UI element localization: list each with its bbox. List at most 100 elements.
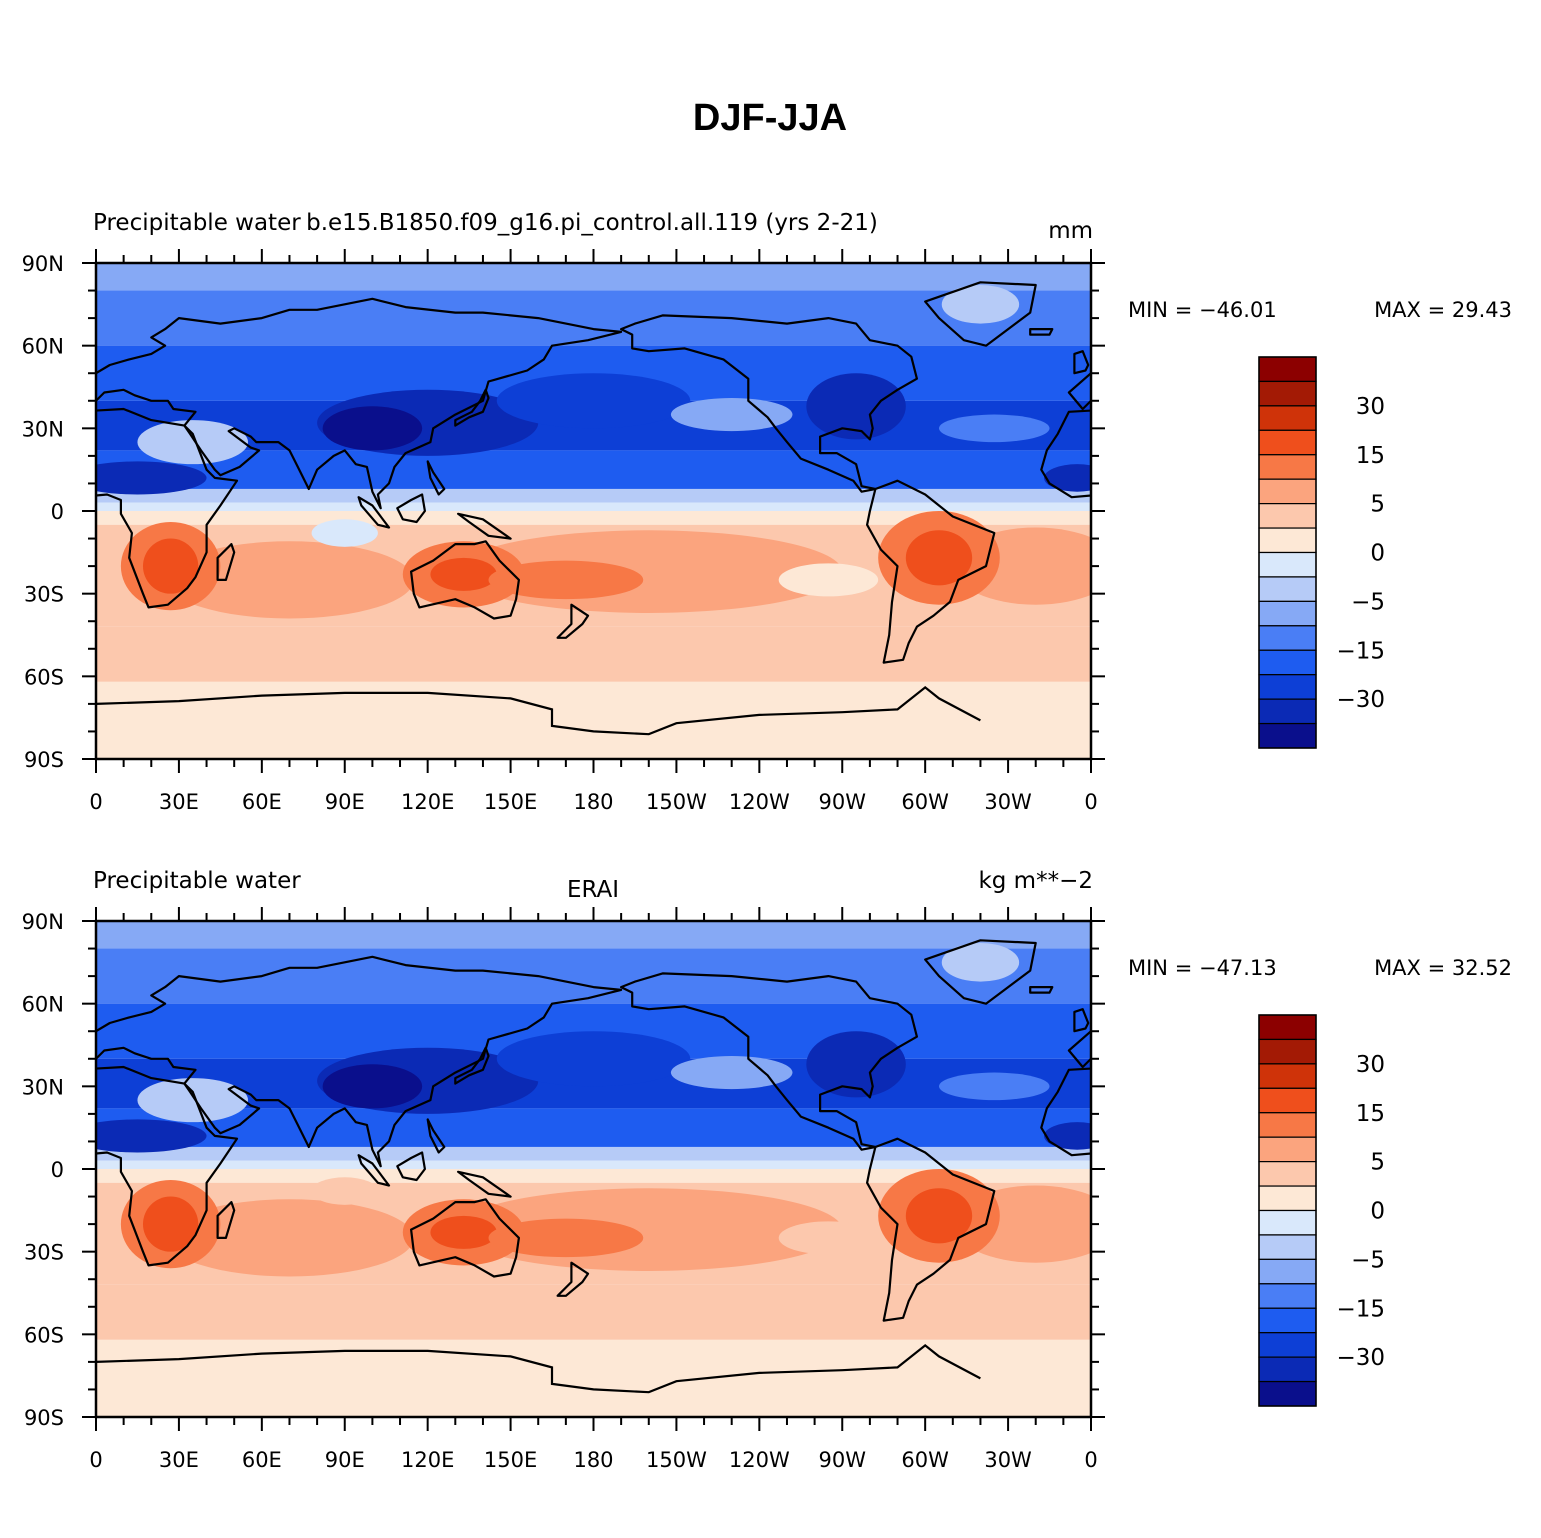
y-tick-label: 30S [24,1241,64,1265]
coast-sumatra [357,1154,391,1187]
colorbar-box [1258,1234,1317,1260]
x-tick-label: 90W [819,1448,867,1472]
x-tick-label: 180 [573,790,613,814]
coast-madagascar [216,1200,236,1240]
colorbar-box [1258,1014,1317,1041]
x-tick-label: 120E [401,790,454,814]
colorbar-box [1258,454,1317,480]
x-tick-label: 60E [242,790,282,814]
colorbar-box [1258,1380,1317,1407]
min-value: MIN = −46.01 [1128,298,1277,322]
colorbar-box [1258,1332,1317,1358]
band-arctic [96,921,1091,949]
colorbar-box [1258,503,1317,529]
x-tick-label: 150E [484,1448,537,1472]
colorbar-label: 15 [1356,443,1385,469]
panel-center-label: ERAI [567,877,619,903]
y-tick-label: 60S [24,665,64,689]
blob-indian-equatorial [311,519,378,547]
colorbar-label: −5 [1351,1247,1385,1273]
blob-north-pacific [496,1031,691,1087]
colorbar-label: −30 [1336,687,1385,713]
y-tick-label: 30N [22,1075,64,1099]
blob-north-america [806,373,906,440]
coast-newguinea [457,512,512,540]
panel-left-label: Precipitable water [93,210,301,236]
coast-australia [410,1198,521,1278]
y-tick-label: 60S [24,1323,64,1347]
max-value: MAX = 32.52 [1374,956,1512,980]
blob-north-america [806,1031,906,1098]
coast-britain-wrap [1073,350,1090,375]
colorbar-box [1258,1185,1317,1212]
coast-greenland [924,939,1037,1005]
coast-borneo [396,493,426,524]
blob-indian-equatorial [311,1177,378,1205]
band-tropic-north [96,450,1091,489]
coast-madagascar [216,542,236,582]
x-tick-label: 60E [242,1448,282,1472]
panel-left-label: Precipitable water [93,868,301,894]
coast-nz [556,1261,590,1297]
colorbar-box [1258,1136,1317,1163]
band-antarctic [96,1339,1091,1417]
colorbar-label: −5 [1351,589,1385,615]
y-tick-label: 0 [51,1158,64,1182]
colorbar-box [1258,429,1317,456]
blob-west-africa [1044,464,1091,492]
coast-philippines [426,1118,446,1154]
coast-eurasia [96,297,623,510]
colorbar-label: 0 [1370,541,1385,567]
colorbar-box [1258,600,1317,627]
colorbar-box [1258,1087,1317,1114]
x-tick-label: 120W [729,1448,790,1472]
colorbar-label: 5 [1370,492,1385,518]
colorbar: 30 15 5 0 −5 −15 −30 [1258,1014,1385,1407]
band-arctic [96,263,1091,291]
blob-north-pacific [496,373,691,429]
y-tick-label: 90N [22,252,64,276]
colorbar-box [1258,1307,1317,1334]
colorbar-box [1258,1161,1317,1187]
x-tick-label: 60W [901,790,949,814]
coast-iceland [1029,328,1054,336]
y-tick-label: 60N [22,993,64,1017]
coast-nz [556,603,590,639]
map-panel-1: 0 30E 60E 90E 120E 150E 180 150W 120W 90W 60W 30W 0 9… [22,210,1512,814]
coast-iceland [1029,985,1054,994]
blob-sahara-dry [137,1078,249,1123]
coast-eurasia [96,955,623,1168]
blob-east-pacific-cool [778,1221,879,1255]
blob-east-pacific-cool [778,563,879,597]
colorbar-box [1258,1356,1317,1383]
blob-sahara-dry [137,420,249,465]
blob-south-america-core [905,1188,973,1244]
blob-tibet-core [322,406,423,451]
colorbar-frame [1258,1014,1317,1407]
coastlines [96,281,1091,736]
coast-samerica [865,1137,996,1322]
x-tick-label: 90E [325,790,365,814]
blob-indian-ocean [165,541,414,619]
colorbar-label: 30 [1356,1052,1385,1078]
coast-philippines [426,460,446,496]
band-equator-north [96,1160,1091,1169]
x-tick-label: 120E [401,1448,454,1472]
coast-newguinea [457,1170,512,1198]
colorbar-box [1258,674,1317,700]
coast-borneo [396,1151,426,1182]
coast-greenland [924,281,1037,347]
colorbar-box [1258,649,1317,676]
blob-greenland [941,943,1020,982]
blob-tibet-core [322,1064,423,1109]
colorbar-label: 15 [1356,1101,1385,1127]
blob-west-africa [1044,1122,1091,1150]
band-tropic-north [96,1108,1091,1147]
band-southern-ocean [96,626,1091,682]
colorbar-box [1258,356,1317,383]
colorbar-box [1258,625,1317,651]
blob-east-pacific-dry [670,1056,793,1090]
colorbar-box [1258,380,1317,407]
blob-east-pacific-dry [670,398,793,432]
